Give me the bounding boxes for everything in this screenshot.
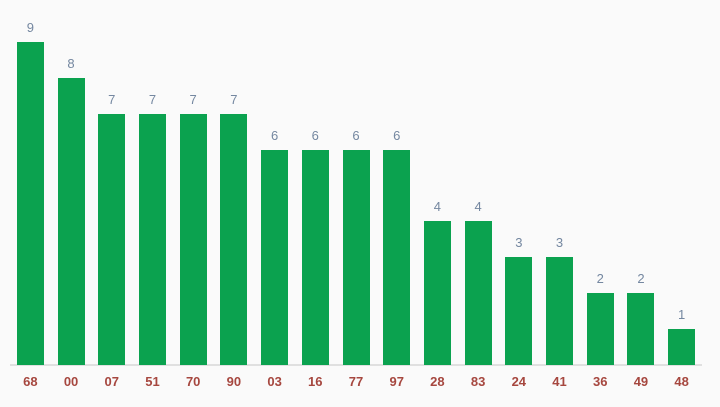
bar[interactable]: [220, 113, 248, 365]
bar-value-label: 6: [270, 127, 279, 143]
bar-value-label: 7: [230, 91, 238, 107]
x-axis-label: 16: [308, 374, 323, 389]
x-axis-label: 03: [267, 374, 282, 389]
bar-value-label: 7: [189, 91, 197, 107]
bar-value-label: 7: [108, 91, 116, 107]
bar[interactable]: [179, 113, 207, 365]
bar-value-label: 7: [148, 91, 157, 107]
bar-value-label: 4: [433, 199, 442, 215]
x-axis-label: 00: [63, 374, 79, 389]
bar[interactable]: [546, 257, 574, 365]
bar[interactable]: [138, 113, 166, 365]
x-axis-label: 51: [145, 374, 160, 389]
bar-value-label: 1: [678, 307, 686, 323]
x-axis-label: 07: [104, 374, 119, 389]
x-axis-label: 49: [633, 374, 649, 389]
bar-value-label: 3: [555, 235, 564, 251]
bar[interactable]: [16, 41, 44, 365]
bar[interactable]: [98, 113, 126, 365]
bar-value-label: 2: [596, 271, 604, 287]
bar-value-label: 6: [352, 127, 360, 143]
bar[interactable]: [586, 293, 614, 365]
x-axis-label: 68: [23, 374, 38, 389]
bar[interactable]: [261, 149, 289, 365]
bar[interactable]: [505, 257, 533, 365]
bar-value-label: 2: [637, 271, 645, 287]
x-axis-label: 36: [593, 374, 608, 389]
x-axis-label: 28: [430, 374, 445, 389]
x-axis-label: 48: [674, 374, 689, 389]
bar[interactable]: [342, 149, 370, 365]
x-axis-label: 97: [389, 374, 404, 389]
bar-value-label: 4: [474, 199, 482, 215]
x-axis-label: 24: [511, 374, 527, 389]
bar-value-label: 3: [515, 235, 523, 251]
bar[interactable]: [423, 221, 451, 365]
x-axis-label: 41: [552, 374, 567, 389]
bar-value-label: 8: [67, 55, 75, 71]
bar[interactable]: [383, 149, 411, 365]
bar[interactable]: [668, 329, 696, 365]
x-axis-label: 70: [185, 374, 201, 389]
x-axis-label: 90: [226, 374, 242, 389]
bar[interactable]: [464, 221, 492, 365]
x-axis-label: 77: [348, 374, 364, 389]
bar[interactable]: [57, 77, 85, 365]
x-axis-line: [10, 364, 702, 366]
bar[interactable]: [627, 293, 655, 365]
x-axis-label: 83: [470, 374, 486, 389]
bar[interactable]: [301, 149, 329, 365]
bar-value-label: 6: [393, 127, 401, 143]
bar-value-label: 6: [311, 127, 319, 143]
bar-value-label: 9: [26, 19, 34, 35]
